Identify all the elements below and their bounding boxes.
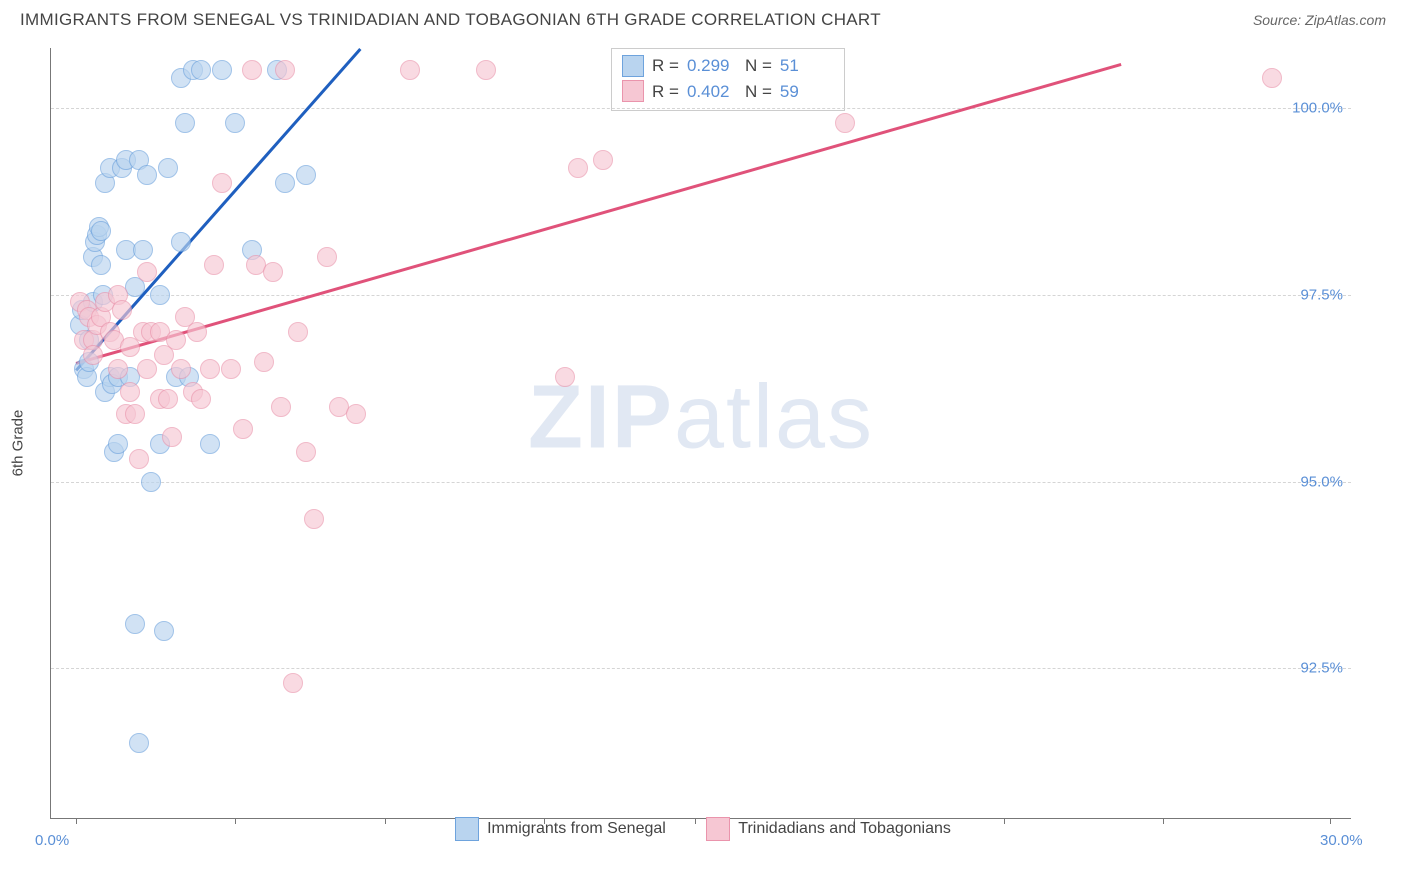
- watermark-zip: ZIP: [528, 367, 674, 467]
- n-value-trinidad: 59: [780, 79, 830, 105]
- data-point-senegal: [175, 113, 195, 133]
- legend-swatch-senegal: [455, 817, 479, 841]
- data-point-trinidad: [108, 359, 128, 379]
- watermark-atlas: atlas: [674, 367, 874, 467]
- data-point-senegal: [212, 60, 232, 80]
- r-label: R =: [652, 53, 679, 79]
- legend-item-senegal: Immigrants from Senegal: [455, 817, 666, 841]
- swatch-trinidad: [622, 80, 644, 102]
- data-point-trinidad: [263, 262, 283, 282]
- grid-line: [51, 295, 1351, 296]
- data-point-senegal: [150, 285, 170, 305]
- data-point-trinidad: [200, 359, 220, 379]
- data-point-trinidad: [400, 60, 420, 80]
- data-point-trinidad: [593, 150, 613, 170]
- chart-container: 6th Grade ZIPatlas R = 0.299 N = 51 R = …: [0, 38, 1406, 848]
- chart-header: IMMIGRANTS FROM SENEGAL VS TRINIDADIAN A…: [0, 0, 1406, 38]
- grid-line: [51, 482, 1351, 483]
- data-point-senegal: [91, 255, 111, 275]
- data-point-senegal: [200, 434, 220, 454]
- data-point-trinidad: [166, 330, 186, 350]
- n-label-2: N =: [745, 79, 772, 105]
- data-point-trinidad: [568, 158, 588, 178]
- data-point-trinidad: [304, 509, 324, 529]
- data-point-trinidad: [204, 255, 224, 275]
- bottom-legend: Immigrants from Senegal Trinidadians and…: [0, 817, 1406, 846]
- data-point-trinidad: [125, 404, 145, 424]
- legend-label-senegal: Immigrants from Senegal: [487, 820, 666, 838]
- data-point-trinidad: [187, 322, 207, 342]
- x-axis-label-right: 30.0%: [1320, 832, 1363, 849]
- data-point-trinidad: [233, 419, 253, 439]
- data-point-trinidad: [221, 359, 241, 379]
- data-point-trinidad: [1262, 68, 1282, 88]
- r-value-senegal: 0.299: [687, 53, 737, 79]
- data-point-trinidad: [317, 247, 337, 267]
- data-point-senegal: [129, 733, 149, 753]
- y-axis-title: 6th Grade: [10, 410, 27, 477]
- legend-swatch-trinidad: [706, 817, 730, 841]
- data-point-trinidad: [835, 113, 855, 133]
- data-point-trinidad: [162, 427, 182, 447]
- data-point-trinidad: [271, 397, 291, 417]
- data-point-trinidad: [83, 345, 103, 365]
- data-point-senegal: [141, 472, 161, 492]
- data-point-trinidad: [275, 60, 295, 80]
- data-point-trinidad: [158, 389, 178, 409]
- data-point-senegal: [171, 232, 191, 252]
- data-point-senegal: [296, 165, 316, 185]
- y-tick-label: 92.5%: [1300, 660, 1343, 677]
- source-attribution: Source: ZipAtlas.com: [1253, 12, 1386, 28]
- data-point-trinidad: [171, 359, 191, 379]
- legend-item-trinidad: Trinidadians and Tobagonians: [706, 817, 951, 841]
- data-point-trinidad: [137, 359, 157, 379]
- stats-box: R = 0.299 N = 51 R = 0.402 N = 59: [611, 48, 845, 111]
- r-value-trinidad: 0.402: [687, 79, 737, 105]
- stats-row-trinidad: R = 0.402 N = 59: [622, 79, 830, 105]
- data-point-senegal: [91, 221, 111, 241]
- data-point-trinidad: [120, 382, 140, 402]
- watermark: ZIPatlas: [528, 366, 874, 469]
- data-point-senegal: [158, 158, 178, 178]
- swatch-senegal: [622, 55, 644, 77]
- data-point-trinidad: [476, 60, 496, 80]
- data-point-trinidad: [555, 367, 575, 387]
- data-point-trinidad: [137, 262, 157, 282]
- stats-row-senegal: R = 0.299 N = 51: [622, 53, 830, 79]
- data-point-senegal: [191, 60, 211, 80]
- data-point-trinidad: [212, 173, 232, 193]
- data-point-trinidad: [254, 352, 274, 372]
- x-axis-label-left: 0.0%: [35, 832, 69, 849]
- legend-label-trinidad: Trinidadians and Tobagonians: [738, 820, 951, 838]
- data-point-trinidad: [242, 60, 262, 80]
- data-point-senegal: [154, 621, 174, 641]
- plot-area: ZIPatlas R = 0.299 N = 51 R = 0.402 N = …: [50, 48, 1351, 819]
- data-point-trinidad: [191, 389, 211, 409]
- data-point-senegal: [108, 434, 128, 454]
- data-point-senegal: [275, 173, 295, 193]
- data-point-senegal: [225, 113, 245, 133]
- grid-line: [51, 668, 1351, 669]
- data-point-senegal: [133, 240, 153, 260]
- data-point-trinidad: [288, 322, 308, 342]
- y-tick-label: 97.5%: [1300, 286, 1343, 303]
- n-value-senegal: 51: [780, 53, 830, 79]
- data-point-trinidad: [129, 449, 149, 469]
- data-point-senegal: [125, 614, 145, 634]
- data-point-trinidad: [296, 442, 316, 462]
- data-point-trinidad: [346, 404, 366, 424]
- grid-line: [51, 108, 1351, 109]
- y-tick-label: 100.0%: [1292, 99, 1343, 116]
- data-point-trinidad: [112, 300, 132, 320]
- y-tick-label: 95.0%: [1300, 473, 1343, 490]
- r-label-2: R =: [652, 79, 679, 105]
- data-point-trinidad: [283, 673, 303, 693]
- n-label: N =: [745, 53, 772, 79]
- data-point-senegal: [137, 165, 157, 185]
- chart-title: IMMIGRANTS FROM SENEGAL VS TRINIDADIAN A…: [20, 10, 881, 30]
